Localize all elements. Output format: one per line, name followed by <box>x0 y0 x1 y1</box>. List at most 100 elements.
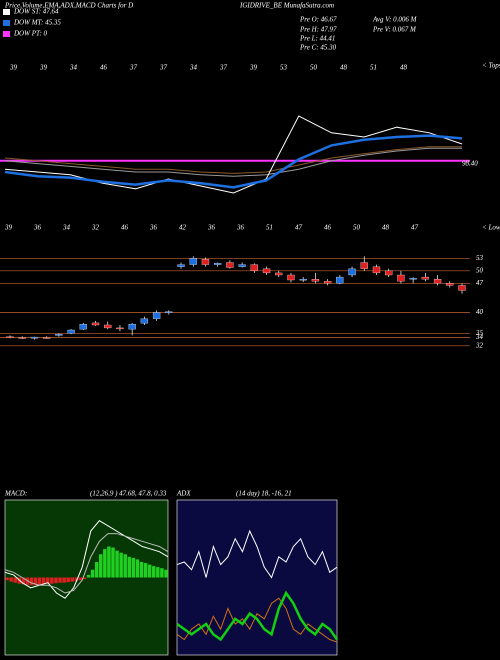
top-value: 34 <box>189 64 198 72</box>
candle-body <box>91 322 100 326</box>
top-value: 46 <box>100 64 108 72</box>
legend-label: DOW MT: 45.35 <box>13 19 61 27</box>
legend-swatch <box>3 9 10 15</box>
top-value: 37 <box>219 64 228 72</box>
candle-body <box>42 337 51 339</box>
macd-bar <box>94 562 99 578</box>
macd-bar <box>160 568 164 578</box>
macd-bar <box>62 577 66 583</box>
macd-bar <box>58 577 62 583</box>
low-value: 47 <box>295 224 303 232</box>
line-series <box>176 597 338 643</box>
macd-bar <box>115 550 119 578</box>
top-value: 53 <box>280 64 288 72</box>
candle-body <box>6 336 14 338</box>
candle-body <box>421 276 430 280</box>
legend-label: DOW ST: 47.64 <box>13 8 59 16</box>
candle-body <box>152 312 161 319</box>
low-value: 51 <box>266 224 273 232</box>
candle-body <box>360 262 368 269</box>
top-value: 37 <box>129 64 138 72</box>
macd-label: MACD: <box>4 490 27 498</box>
macd-bar <box>123 554 127 578</box>
candle-body <box>55 334 63 336</box>
line-series <box>176 529 338 579</box>
line-series <box>4 147 462 177</box>
stat: Pre H: 47.97 <box>299 26 337 34</box>
stat: Avg V: 0.006 M <box>372 16 418 24</box>
low-value: 48 <box>382 224 390 232</box>
low-value: 36 <box>149 224 158 232</box>
top-value: 51 <box>370 64 377 72</box>
candle-body <box>226 262 234 268</box>
macd-bar <box>9 577 13 582</box>
adx-panel <box>176 499 338 656</box>
macd-bar <box>33 577 38 586</box>
macd-bar <box>74 577 79 582</box>
macd-bar <box>37 577 42 585</box>
macd-bar <box>90 569 95 578</box>
top-value: 34 <box>69 64 78 72</box>
macd-bar <box>5 577 9 581</box>
low-value: 39 <box>4 224 13 232</box>
price-label: 32 <box>475 341 484 349</box>
price-label: 40 <box>476 308 484 316</box>
macd-bar <box>135 559 140 578</box>
macd-bar <box>139 562 144 578</box>
macd-bar <box>54 577 58 584</box>
candle-body <box>446 283 454 286</box>
macd-bar <box>50 577 54 584</box>
macd-panel <box>4 499 169 656</box>
macd-params: (12,26,9 ) 47.68, 47.8, 0.33 <box>90 490 167 498</box>
top-value: 48 <box>340 64 348 72</box>
candle-body <box>262 268 271 274</box>
macd-bar <box>86 574 91 578</box>
low-value: 32 <box>91 224 100 232</box>
macd-bar <box>82 577 87 580</box>
title-left: Price,Volume,EMA,ADX,MACD Charts for D <box>4 2 133 10</box>
candle-body <box>30 336 39 339</box>
top-value: 39 <box>249 64 258 72</box>
candle-body <box>238 264 246 267</box>
macd-bar <box>46 577 50 584</box>
candle-body <box>128 324 136 330</box>
candle-body <box>177 264 185 267</box>
low-value: 36 <box>236 224 245 232</box>
macd-bar <box>143 563 148 578</box>
macd-bar <box>21 577 26 585</box>
line-series <box>176 590 339 642</box>
top-value: 39 <box>9 64 18 72</box>
candle-body <box>433 279 442 284</box>
candle-body <box>385 270 393 276</box>
candle-body <box>323 281 332 284</box>
macd-bar <box>29 577 34 586</box>
candle-body <box>104 324 112 329</box>
macd-bar <box>13 577 17 583</box>
candle-body <box>18 337 26 339</box>
macd-bar <box>147 564 152 578</box>
macd-bar <box>66 577 70 583</box>
candle-body <box>189 258 197 265</box>
adx-params: (14 day) 18, -16, 21 <box>236 490 292 498</box>
stat: Pre V: 0.067 M <box>372 26 417 34</box>
candle-body <box>79 324 87 330</box>
top-value: 37 <box>159 64 168 72</box>
legend-swatch <box>3 31 10 37</box>
price-label: 35 <box>475 329 484 337</box>
macd-bar <box>152 566 156 578</box>
macd-bar <box>131 557 136 578</box>
low-value: 36 <box>33 224 42 232</box>
low-value: 36 <box>207 224 216 232</box>
candle-body <box>311 279 320 282</box>
macd-bar <box>107 546 111 578</box>
macd-bar <box>164 569 168 578</box>
legend-swatch <box>3 20 10 26</box>
level-label: 98.40 <box>462 159 478 167</box>
top-value: 50 <box>310 64 318 72</box>
title-right: IGIDRIVE_BE MunafaSutra.com <box>239 2 334 10</box>
adx-label: ADX <box>176 490 191 498</box>
line-series <box>4 520 169 599</box>
stat: Pre C: 45.30 <box>299 44 337 52</box>
candle-body <box>165 311 173 313</box>
macd-bar <box>156 567 160 578</box>
